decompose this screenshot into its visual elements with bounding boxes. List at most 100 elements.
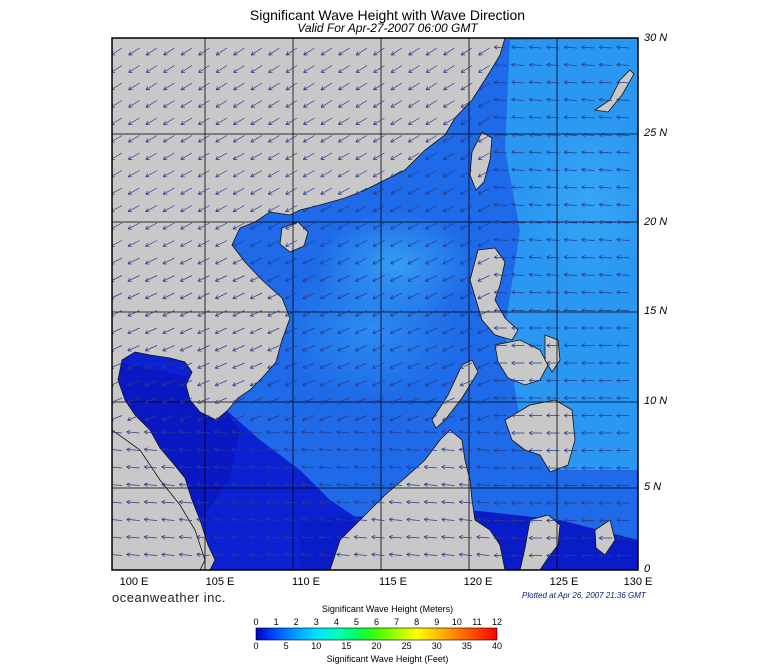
wave-arrow [302,292,315,300]
wave-arrow [598,553,612,558]
wave-arrow [511,202,525,208]
colorbar-meter-tick: 0 [253,617,259,627]
wave-arrow [511,465,525,471]
wave-arrow [143,482,158,487]
wave-arrow [493,465,507,471]
wave-arrow [371,552,385,557]
wave-arrow [390,257,403,265]
wave-arrow [284,345,298,352]
wave-arrow [459,327,473,335]
wave-arrow [213,534,228,540]
wave-arrow [563,220,578,225]
wave-arrow [213,517,228,522]
wave-arrow [285,135,298,143]
wave-arrow [248,534,263,540]
wave-arrow [163,47,175,56]
wave-arrow [511,413,525,418]
wave-arrow [355,275,368,282]
wave-arrow [563,413,577,418]
wave-arrow [373,65,385,73]
wave-arrow [215,187,228,195]
wave-arrow [459,362,473,369]
wave-arrow [162,135,175,143]
wave-arrow [161,429,175,435]
wave-arrow [215,117,228,126]
wave-arrow [407,292,420,300]
wave-arrow [232,292,245,300]
wave-arrow [581,255,595,260]
wave-arrow [563,97,578,103]
wave-arrow [180,222,193,230]
wave-arrow [337,415,350,422]
wave-arrow [303,82,315,91]
wave-arrow [127,345,140,352]
wave-arrow [180,240,193,247]
wave-arrow [302,222,315,230]
wave-arrow [460,292,473,300]
wave-arrow [425,65,438,73]
wave-arrow [407,397,420,404]
wave-arrow [318,429,333,435]
wave-arrow [248,447,263,452]
wave-arrow [441,464,455,470]
wave-arrow [598,325,612,331]
wave-arrow [320,82,333,91]
wave-arrow [126,552,140,557]
wave-arrow [372,362,385,369]
wave-arrow [162,327,175,335]
wave-arrow [285,82,298,91]
wave-arrow [563,448,577,453]
wave-arrow [388,517,403,522]
wave-arrow [598,220,613,225]
wave-arrow [511,500,525,506]
wave-arrow [180,205,193,213]
wave-arrow [215,65,228,73]
wave-arrow [267,257,280,265]
wave-arrow [143,534,158,540]
wave-arrow [458,447,473,452]
wave-arrow [598,430,612,436]
colorbar [255,627,498,641]
wave-arrow [511,45,525,50]
wave-arrow [143,552,158,557]
wave-arrow [460,205,473,213]
wave-arrow [389,310,403,317]
wave-arrow [581,553,595,558]
wave-arrow [423,534,438,540]
wave-arrow [337,152,350,160]
wave-arrow [546,430,560,436]
wave-arrow [162,170,175,178]
wave-arrow [581,430,595,436]
wave-arrow [353,464,368,470]
wave-arrow [249,380,263,387]
colorbar-meter-tick: 3 [313,617,319,627]
wave-arrow [266,534,280,540]
wave-arrow [493,378,507,383]
wave-arrow [215,135,228,143]
wave-arrow [581,62,595,68]
wave-arrow [616,343,630,348]
wave-arrow [250,82,263,91]
malay-peninsula [112,429,206,570]
wave-arrow [250,100,263,108]
wave-arrow [390,240,403,247]
wave-arrow [337,380,350,387]
wave-arrow [563,553,577,558]
wave-arrow [616,378,630,383]
wave-arrow [546,45,560,50]
wave-arrow [267,187,280,195]
wave-arrow [476,429,490,435]
wave-arrow [476,447,490,452]
wave-arrow [528,395,542,401]
wave-arrow [161,517,175,522]
wave-arrow [283,517,298,522]
wave-arrow [616,308,630,313]
colorbar-feet-tick: 35 [461,641,472,651]
wave-arrow [144,327,158,335]
wave-arrow [145,65,158,73]
lon-label-125: 125 E [549,576,579,588]
wave-arrow [355,257,368,265]
wave-arrow [493,62,508,68]
wave-arrow [581,413,595,418]
wave-arrow [197,152,210,160]
